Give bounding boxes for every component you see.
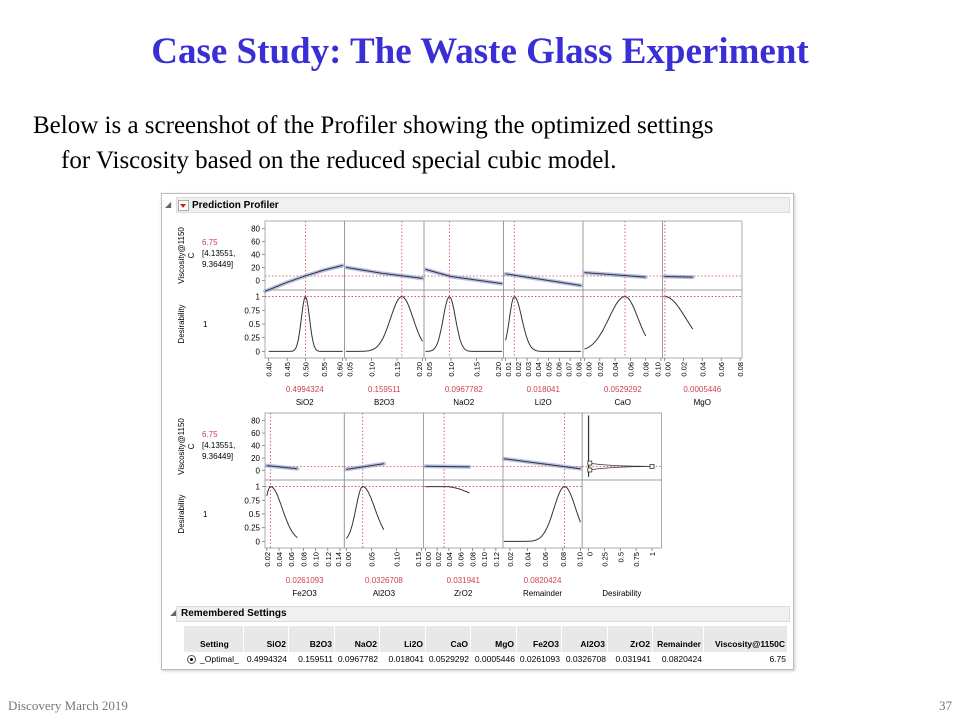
profiler-screenshot: ◢ Prediction Profiler ◢ Remembered Setti… [161, 193, 794, 670]
table-header-row: Setting SiO2 B2O3 NaO2 Li2O CaO MgO Fe2O3 Al2O3 Z… [184, 626, 788, 652]
column-header[interactable]: SiO2 [244, 626, 289, 652]
table-cell: 0.159511 [298, 654, 333, 664]
column-header[interactable]: CaO [426, 626, 471, 652]
row-radio-button[interactable] [187, 655, 196, 664]
table-cell: 0.0529292 [428, 654, 469, 664]
remembered-settings-header-bar [176, 606, 790, 622]
table-cell: 0.031941 [615, 654, 651, 664]
table-cell: 0.0326708 [565, 654, 606, 664]
slide-title: Case Study: The Waste Glass Experiment [151, 31, 809, 72]
footer-text: Discovery March 2019 [8, 698, 128, 713]
table-cell: 0.0005446 [474, 654, 515, 664]
column-header[interactable]: Setting [198, 626, 244, 652]
table-cell: _Optimal_ [200, 654, 239, 664]
profiler-header-bar [176, 197, 790, 213]
collapse-triangle-icon[interactable]: ◢ [165, 200, 172, 209]
column-header[interactable]: MgO [471, 626, 517, 652]
column-header[interactable]: Al2O3 [562, 626, 608, 652]
column-header[interactable]: NaO2 [335, 626, 380, 652]
table-cell: 0.4994324 [246, 654, 287, 664]
table-row[interactable]: _Optimal_ 0.4994324 0.159511 0.0967782 0.018… [184, 652, 788, 667]
red-triangle-menu-icon[interactable] [178, 200, 189, 211]
body-text-line-2: for Viscosity based on the reduced speci… [61, 147, 617, 174]
body-text-line-1: Below is a screenshot of the Profiler sh… [33, 112, 714, 139]
column-header[interactable]: Fe2O3 [517, 626, 562, 652]
table-cell: 6.75 [769, 654, 786, 664]
table-cell: 0.018041 [388, 654, 424, 664]
column-header[interactable]: Li2O [380, 626, 426, 652]
column-header[interactable]: ZrO2 [608, 626, 653, 652]
remembered-settings-table: Setting SiO2 B2O3 NaO2 Li2O CaO MgO Fe2O3 Al2O3 Z… [184, 626, 788, 667]
profiler-title: Prediction Profiler [192, 200, 279, 211]
column-header[interactable]: Viscosity@1150C [704, 626, 788, 652]
table-cell: 0.0261093 [519, 654, 560, 664]
collapse-triangle-icon[interactable]: ◢ [170, 608, 177, 617]
page-number: 37 [939, 698, 952, 713]
column-header[interactable]: B2O3 [289, 626, 335, 652]
table-cell: 0.0967782 [337, 654, 378, 664]
remembered-settings-title: Remembered Settings [181, 608, 287, 619]
table-cell: 0.0820424 [661, 654, 702, 664]
column-header[interactable]: Remainder [653, 626, 704, 652]
